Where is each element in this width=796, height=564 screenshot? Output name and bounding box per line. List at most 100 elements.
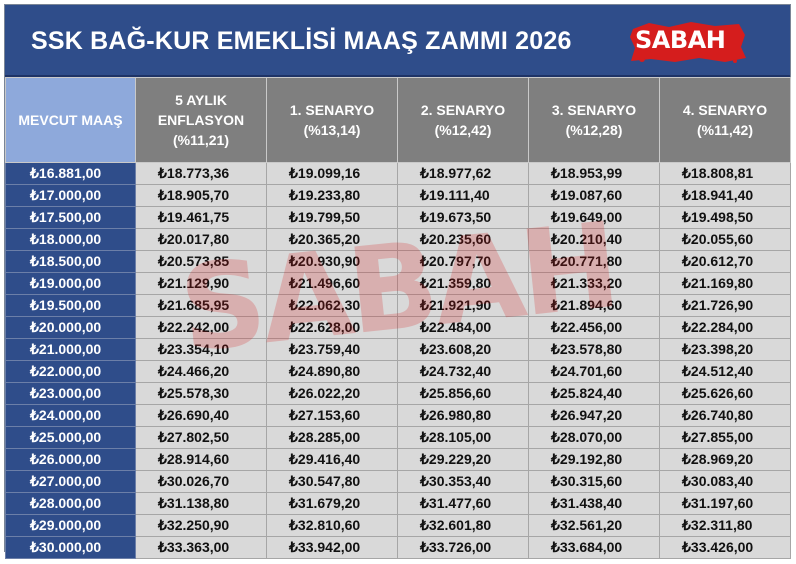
salary-cell: ₺23.608,20 xyxy=(397,338,529,361)
salary-cell: ₺22.456,00 xyxy=(528,316,660,339)
salary-cell: ₺19.461,75 xyxy=(135,206,267,229)
table-row: ₺17.500,00 ₺19.461,75 ₺19.799,50 ₺19.673,50… xyxy=(5,206,791,229)
salary-cell: ₺31.197,60 xyxy=(659,492,791,515)
salary-cell: ₺32.561,20 xyxy=(528,514,660,537)
salary-cell: ₺18.773,36 xyxy=(135,162,267,185)
table-body: ₺16.881,00 ₺18.773,36 ₺19.099,16 ₺18.977,62… xyxy=(5,162,791,559)
title-banner: SSK BAĞ-KUR EMEKLİSİ MAAŞ ZAMMI 2026 SAB… xyxy=(5,5,790,77)
salary-cell: ₺19.649,00 xyxy=(528,206,660,229)
salary-cell: ₺33.426,00 xyxy=(659,536,791,559)
current-salary-cell: ₺18.500,00 xyxy=(5,250,136,273)
salary-cell: ₺21.685,95 xyxy=(135,294,267,317)
salary-cell: ₺21.129,90 xyxy=(135,272,267,295)
salary-cell: ₺30.083,40 xyxy=(659,470,791,493)
salary-cell: ₺29.229,20 xyxy=(397,448,529,471)
salary-cell: ₺24.732,40 xyxy=(397,360,529,383)
sabah-logo: SABAH xyxy=(629,21,747,63)
salary-cell: ₺18.953,99 xyxy=(528,162,660,185)
salary-cell: ₺33.684,00 xyxy=(528,536,660,559)
salary-cell: ₺19.087,60 xyxy=(528,184,660,207)
salary-cell: ₺22.242,00 xyxy=(135,316,267,339)
header-current-salary: MEVCUT MAAŞ xyxy=(5,77,136,163)
table-row: ₺20.000,00 ₺22.242,00 ₺22.628,00 ₺22.484,00… xyxy=(5,316,791,339)
salary-cell: ₺20.612,70 xyxy=(659,250,791,273)
table-row: ₺30.000,00 ₺33.363,00 ₺33.942,00 ₺33.726,00… xyxy=(5,536,791,559)
salary-cell: ₺23.354,10 xyxy=(135,338,267,361)
salary-cell: ₺18.977,62 xyxy=(397,162,529,185)
salary-cell: ₺32.810,60 xyxy=(266,514,398,537)
salary-cell: ₺27.153,60 xyxy=(266,404,398,427)
salary-cell: ₺22.062,30 xyxy=(266,294,398,317)
salary-cell: ₺32.311,80 xyxy=(659,514,791,537)
salary-cell: ₺27.802,50 xyxy=(135,426,267,449)
table-row: ₺19.000,00 ₺21.129,90 ₺21.496,60 ₺21.359,80… xyxy=(5,272,791,295)
salary-cell: ₺31.438,40 xyxy=(528,492,660,515)
salary-cell: ₺18.905,70 xyxy=(135,184,267,207)
salary-cell: ₺26.947,20 xyxy=(528,404,660,427)
salary-cell: ₺31.679,20 xyxy=(266,492,398,515)
salary-cell: ₺30.315,60 xyxy=(528,470,660,493)
salary-cell: ₺28.105,00 xyxy=(397,426,529,449)
salary-cell: ₺21.726,90 xyxy=(659,294,791,317)
current-salary-cell: ₺17.500,00 xyxy=(5,206,136,229)
salary-cell: ₺25.626,60 xyxy=(659,382,791,405)
salary-cell: ₺30.026,70 xyxy=(135,470,267,493)
salary-cell: ₺19.233,80 xyxy=(266,184,398,207)
salary-cell: ₺21.496,60 xyxy=(266,272,398,295)
header-row: MEVCUT MAAŞ 5 AYLIK ENFLASYON (%11,21) 1… xyxy=(5,77,791,163)
salary-cell: ₺19.099,16 xyxy=(266,162,398,185)
salary-cell: ₺24.466,20 xyxy=(135,360,267,383)
salary-cell: ₺21.921,90 xyxy=(397,294,529,317)
current-salary-cell: ₺28.000,00 xyxy=(5,492,136,515)
table-row: ₺23.000,00 ₺25.578,30 ₺26.022,20 ₺25.856,60… xyxy=(5,382,791,405)
salary-cell: ₺24.512,40 xyxy=(659,360,791,383)
current-salary-cell: ₺17.000,00 xyxy=(5,184,136,207)
salary-table-sheet: SSK BAĞ-KUR EMEKLİSİ MAAŞ ZAMMI 2026 SAB… xyxy=(4,4,791,559)
header-scenario-2: 2. SENARYO (%12,42) xyxy=(397,77,529,163)
salary-cell: ₺20.771,80 xyxy=(528,250,660,273)
salary-cell: ₺26.022,20 xyxy=(266,382,398,405)
table-row: ₺16.881,00 ₺18.773,36 ₺19.099,16 ₺18.977,62… xyxy=(5,162,791,185)
current-salary-cell: ₺24.000,00 xyxy=(5,404,136,427)
salary-cell: ₺31.477,60 xyxy=(397,492,529,515)
salary-cell: ₺19.498,50 xyxy=(659,206,791,229)
salary-cell: ₺28.070,00 xyxy=(528,426,660,449)
logo-text: SABAH xyxy=(635,26,726,54)
salary-cell: ₺22.628,00 xyxy=(266,316,398,339)
table-row: ₺24.000,00 ₺26.690,40 ₺27.153,60 ₺26.980,80… xyxy=(5,404,791,427)
table-row: ₺25.000,00 ₺27.802,50 ₺28.285,00 ₺28.105,00… xyxy=(5,426,791,449)
salary-cell: ₺31.138,80 xyxy=(135,492,267,515)
salary-cell: ₺21.894,60 xyxy=(528,294,660,317)
salary-cell: ₺20.930,90 xyxy=(266,250,398,273)
header-scenario-4: 4. SENARYO (%11,42) xyxy=(659,77,791,163)
current-salary-cell: ₺20.000,00 xyxy=(5,316,136,339)
salary-cell: ₺28.969,20 xyxy=(659,448,791,471)
current-salary-cell: ₺23.000,00 xyxy=(5,382,136,405)
salary-cell: ₺21.359,80 xyxy=(397,272,529,295)
salary-cell: ₺24.701,60 xyxy=(528,360,660,383)
salary-cell: ₺29.192,80 xyxy=(528,448,660,471)
salary-cell: ₺30.547,80 xyxy=(266,470,398,493)
salary-cell: ₺20.210,40 xyxy=(528,228,660,251)
table-row: ₺21.000,00 ₺23.354,10 ₺23.759,40 ₺23.608,20… xyxy=(5,338,791,361)
salary-cell: ₺25.578,30 xyxy=(135,382,267,405)
salary-cell: ₺28.285,00 xyxy=(266,426,398,449)
header-5-month-inflation: 5 AYLIK ENFLASYON (%11,21) xyxy=(135,77,267,163)
salary-cell: ₺23.759,40 xyxy=(266,338,398,361)
salary-cell: ₺33.942,00 xyxy=(266,536,398,559)
salary-cell: ₺21.169,80 xyxy=(659,272,791,295)
table-row: ₺18.500,00 ₺20.573,85 ₺20.930,90 ₺20.797,70… xyxy=(5,250,791,273)
salary-cell: ₺20.573,85 xyxy=(135,250,267,273)
table-row: ₺19.500,00 ₺21.685,95 ₺22.062,30 ₺21.921,90… xyxy=(5,294,791,317)
header-scenario-3: 3. SENARYO (%12,28) xyxy=(528,77,660,163)
salary-cell: ₺25.824,40 xyxy=(528,382,660,405)
table-row: ₺26.000,00 ₺28.914,60 ₺29.416,40 ₺29.229,20… xyxy=(5,448,791,471)
salary-cell: ₺26.740,80 xyxy=(659,404,791,427)
logo-splash-shape xyxy=(630,22,746,63)
salary-cell: ₺25.856,60 xyxy=(397,382,529,405)
table-row: ₺22.000,00 ₺24.466,20 ₺24.890,80 ₺24.732,40… xyxy=(5,360,791,383)
page-title: SSK BAĞ-KUR EMEKLİSİ MAAŞ ZAMMI 2026 xyxy=(31,27,572,55)
salary-cell: ₺22.284,00 xyxy=(659,316,791,339)
current-salary-cell: ₺25.000,00 xyxy=(5,426,136,449)
table-row: ₺28.000,00 ₺31.138,80 ₺31.679,20 ₺31.477,60… xyxy=(5,492,791,515)
